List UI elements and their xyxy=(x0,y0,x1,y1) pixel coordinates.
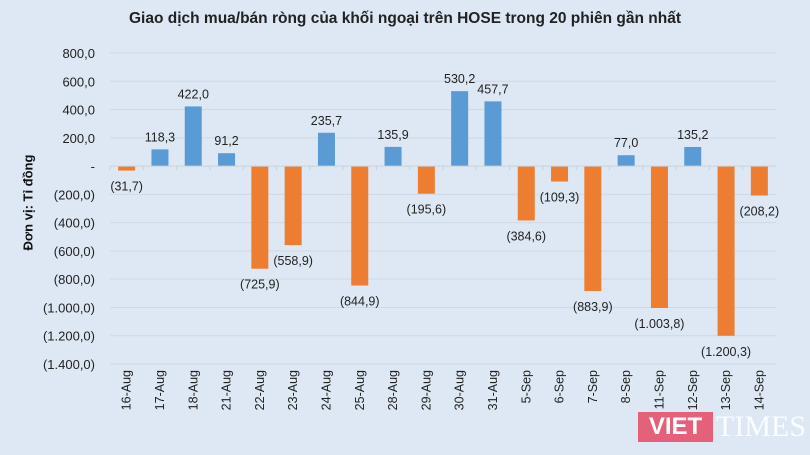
x-tick-label: 30-Aug xyxy=(453,370,467,410)
y-tick-label: 200,0 xyxy=(62,131,95,146)
x-tick-label: 11-Sep xyxy=(652,370,666,409)
bar xyxy=(451,91,469,167)
y-tick-label: 600,0 xyxy=(62,74,95,89)
data-label: (558,9) xyxy=(273,254,313,268)
data-label: 457,7 xyxy=(477,82,508,96)
x-tick-label: 14-Sep xyxy=(752,370,766,410)
bar xyxy=(517,166,535,221)
data-label: 77,0 xyxy=(614,136,638,150)
y-tick-label: 800,0 xyxy=(62,46,95,61)
x-tick-label: 17-Aug xyxy=(153,370,167,410)
bar xyxy=(284,166,302,246)
y-tick-label: (400,0) xyxy=(54,216,95,231)
x-tick-label: 23-Aug xyxy=(286,370,300,410)
x-tick-label: 31-Aug xyxy=(486,370,500,410)
bar xyxy=(184,106,202,167)
watermark-viet: VIET xyxy=(638,412,713,442)
x-tick-label: 5-Sep xyxy=(519,370,533,403)
bar xyxy=(351,166,369,286)
bar xyxy=(551,166,569,182)
x-tick-label: 16-Aug xyxy=(120,370,134,410)
x-tick-label: 28-Aug xyxy=(386,370,400,410)
y-tick-label: (1.200,0) xyxy=(43,329,95,344)
x-tick-label: 12-Sep xyxy=(686,370,700,410)
data-label: 530,2 xyxy=(444,72,475,86)
x-tick-label: 13-Sep xyxy=(719,370,733,410)
bar xyxy=(251,166,269,269)
data-label: 91,2 xyxy=(214,134,238,148)
y-tick-label: 400,0 xyxy=(62,103,95,118)
y-tick-label: (1.000,0) xyxy=(43,300,95,315)
data-label: 235,7 xyxy=(311,114,342,128)
bar xyxy=(650,166,668,308)
bar xyxy=(617,155,635,167)
y-tick-label: (600,0) xyxy=(54,244,95,259)
x-tick-label: 8-Sep xyxy=(619,370,633,403)
x-tick-label: 22-Aug xyxy=(253,370,267,410)
data-label: (844,9) xyxy=(340,295,380,309)
bar xyxy=(218,153,236,167)
data-label: (109,3) xyxy=(540,191,580,205)
bar xyxy=(151,149,169,167)
data-label: 135,2 xyxy=(677,128,708,142)
watermark-times: TIMES xyxy=(716,410,806,443)
x-tick-label: 21-Aug xyxy=(220,370,234,410)
bar xyxy=(484,101,502,167)
data-label: (31,7) xyxy=(110,180,143,194)
data-label: (208,2) xyxy=(740,205,780,219)
bar xyxy=(750,166,768,196)
x-tick-label: 25-Aug xyxy=(353,370,367,410)
bar xyxy=(717,166,735,336)
viettimes-watermark: VIET TIMES xyxy=(638,400,808,450)
y-tick-label: (800,0) xyxy=(54,272,95,287)
data-label: (1.200,3) xyxy=(701,345,751,359)
x-tick-label: 18-Aug xyxy=(186,370,200,410)
bar xyxy=(384,146,402,167)
data-label: (883,9) xyxy=(573,300,613,314)
x-tick-label: 29-Aug xyxy=(419,370,433,410)
bar xyxy=(684,146,702,167)
x-tick-label: 24-Aug xyxy=(319,370,333,410)
data-label: 135,9 xyxy=(377,128,408,142)
bar xyxy=(417,166,435,194)
x-tick-label: 7-Sep xyxy=(586,370,600,403)
data-label: 118,3 xyxy=(145,130,175,144)
x-tick-label: 6-Sep xyxy=(553,370,567,403)
bar xyxy=(118,166,136,171)
data-label: 422,0 xyxy=(178,87,209,101)
data-label: (1.003,8) xyxy=(634,317,684,331)
bar xyxy=(584,166,602,292)
bar xyxy=(317,132,335,167)
data-label: (195,6) xyxy=(407,203,447,217)
data-label: (725,9) xyxy=(240,278,280,292)
data-label: (384,6) xyxy=(506,229,546,243)
chart-title: Giao dịch mua/bán ròng của khối ngoại tr… xyxy=(128,10,682,27)
y-tick-label: (1.400,0) xyxy=(43,357,95,372)
y-tick-label: - xyxy=(91,159,95,174)
y-tick-label: (200,0) xyxy=(54,187,95,202)
